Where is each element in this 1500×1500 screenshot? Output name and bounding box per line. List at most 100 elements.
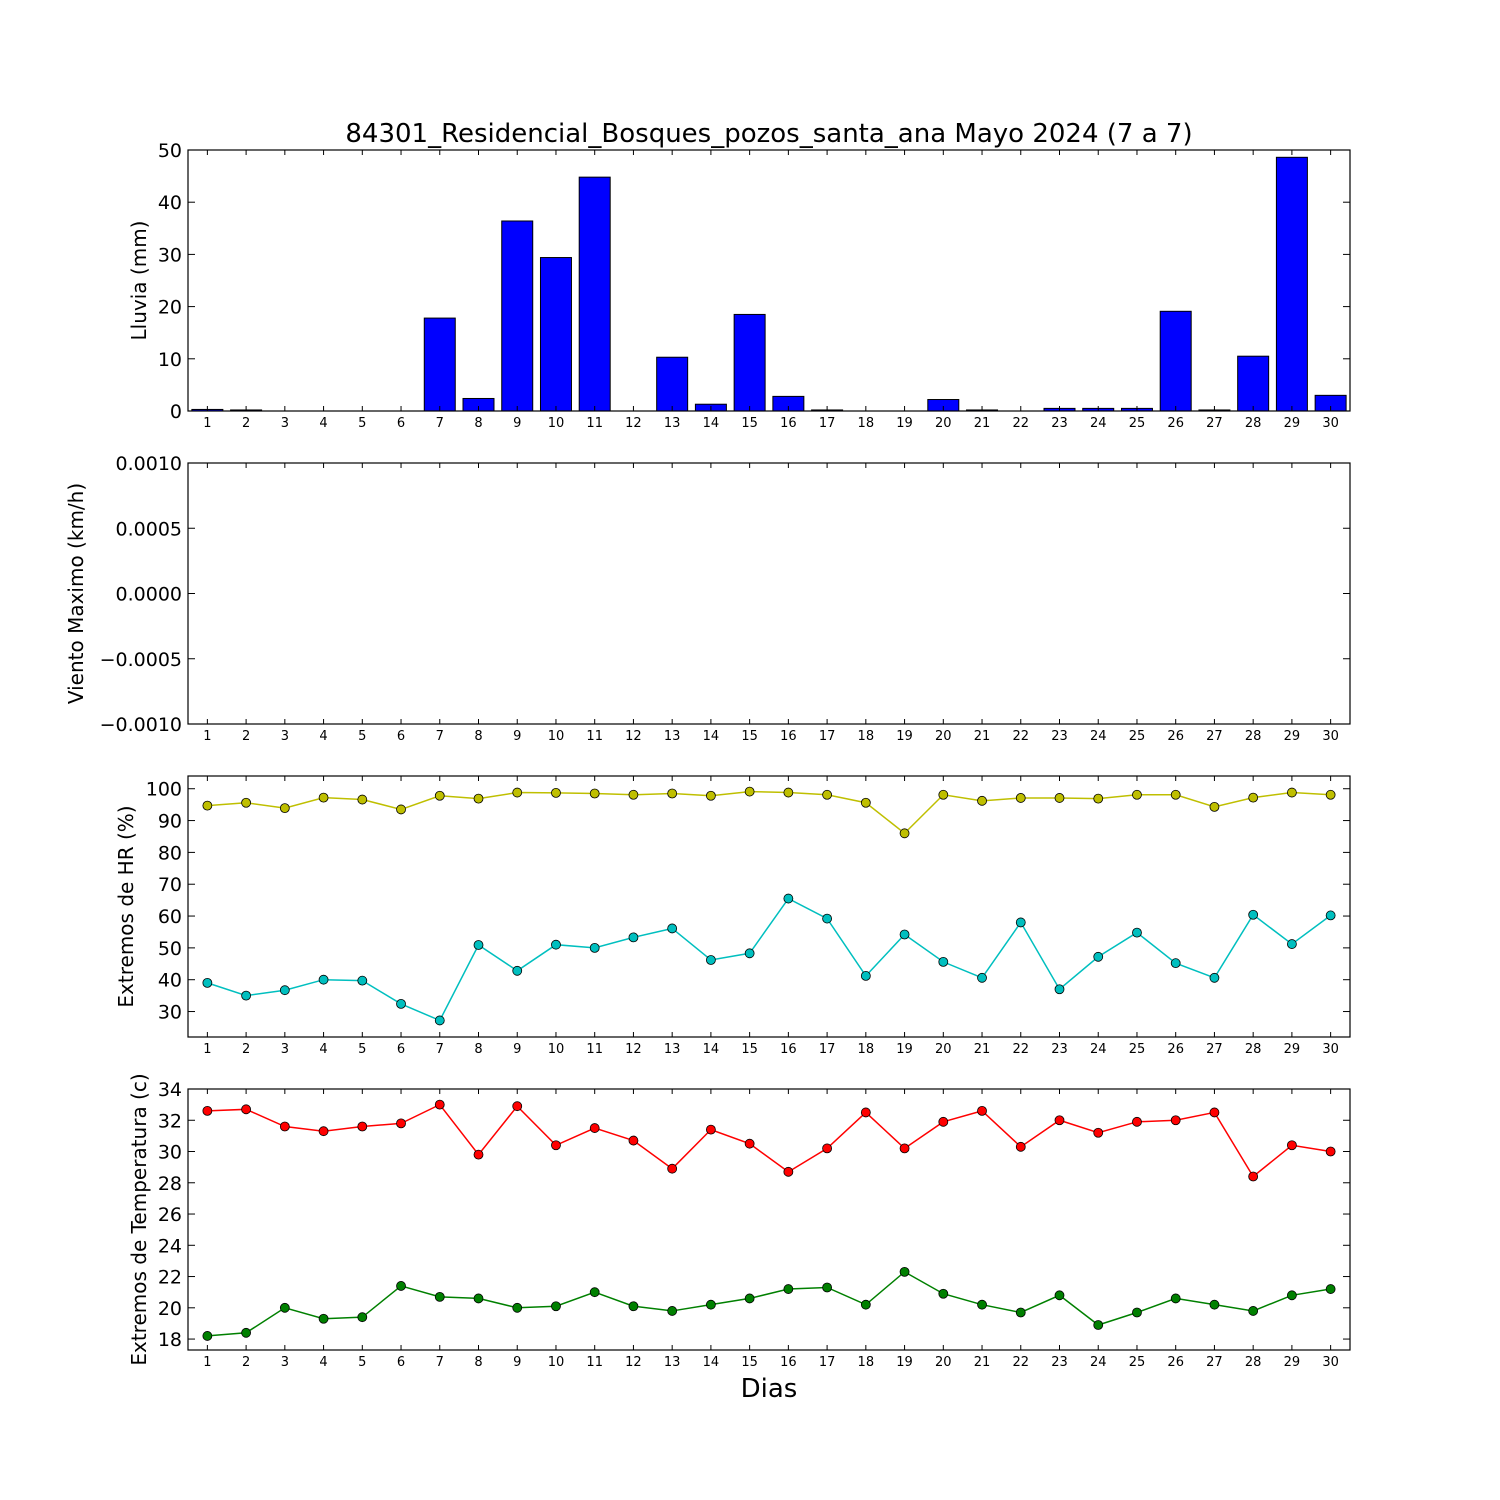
point-series-1-day-12 [628, 1301, 639, 1312]
point-series-0-day-10 [551, 787, 561, 798]
point-series-1-day-20 [938, 956, 949, 967]
point-series-1-day-3 [279, 985, 290, 996]
y-tick-label: 80 [158, 842, 182, 864]
point-series-1-day-30 [1325, 1284, 1336, 1294]
series-line-0 [207, 1103, 1331, 1178]
x-tick-label: 25 [1129, 416, 1146, 431]
bar-day-13 [656, 356, 689, 412]
point-series-1-day-28 [1248, 909, 1259, 920]
y-tick-label: −0.0010 [100, 714, 182, 736]
x-tick-label: 27 [1206, 1355, 1223, 1370]
point-series-0-day-14 [706, 1124, 716, 1135]
point-series-0-day-11 [589, 788, 600, 799]
y-tick-label: 34 [158, 1079, 182, 1101]
point-series-0-day-29 [1287, 787, 1297, 798]
x-tick-label: 11 [586, 729, 603, 744]
series-line-0 [207, 790, 1331, 835]
point-series-0-day-29 [1287, 1140, 1297, 1151]
x-tick-label: 7 [436, 729, 444, 744]
point-series-0-day-16 [783, 787, 794, 798]
y-tick-label: 100 [146, 779, 182, 801]
x-tick-label: 16 [780, 1042, 797, 1057]
x-tick-label: 9 [513, 729, 521, 744]
x-tick-label: 10 [548, 729, 565, 744]
bar-day-9 [501, 220, 534, 412]
x-tick-label: 19 [896, 1042, 913, 1057]
chart-title: 84301_Residencial_Bosques_pozos_santa_an… [345, 119, 1192, 149]
series-line-1 [207, 1270, 1331, 1337]
x-tick-label: 2 [242, 1042, 250, 1057]
point-series-0-day-7 [434, 790, 445, 801]
point-series-1-day-28 [1248, 1306, 1259, 1316]
x-tick-label: 13 [664, 1042, 681, 1057]
panel-temperatura: 1 2 3 4 5 6 7 8 9 10 11 12 13 14 15 16 17 18 19 20 21 22 23 24 2… [127, 1073, 1351, 1370]
point-series-0-day-25 [1132, 789, 1142, 800]
x-tick-label: 19 [896, 729, 913, 744]
point-series-0-day-22 [1015, 1141, 1026, 1152]
y-tick-label: 70 [158, 874, 182, 896]
point-series-0-day-23 [1054, 1115, 1065, 1126]
x-tick-label: 22 [1012, 1355, 1029, 1370]
x-tick-label: 21 [974, 729, 991, 744]
x-tick-label: 14 [703, 1042, 720, 1057]
point-series-1-day-21 [977, 972, 987, 983]
x-tick-label: 26 [1167, 1355, 1184, 1370]
y-tick-label: 20 [158, 1298, 182, 1320]
x-tick-label: 17 [819, 416, 836, 431]
point-series-0-day-9 [512, 1101, 523, 1112]
x-tick-label: 5 [358, 729, 366, 744]
y-tick-label: 18 [158, 1329, 182, 1351]
point-series-0-day-8 [473, 1149, 484, 1160]
point-series-0-day-4 [318, 792, 329, 803]
x-tick-label: 1 [203, 1042, 211, 1057]
point-series-1-day-24 [1093, 951, 1104, 962]
x-tick-label: 11 [586, 1042, 603, 1057]
point-series-0-day-26 [1170, 789, 1181, 800]
point-series-1-day-19 [899, 929, 910, 940]
y-tick-label: 90 [158, 811, 182, 833]
point-series-0-day-16 [783, 1166, 794, 1177]
point-series-1-day-9 [512, 1302, 523, 1313]
x-tick-label: 26 [1167, 1042, 1184, 1057]
x-tick-label: 28 [1245, 1355, 1262, 1370]
x-tick-label: 10 [548, 1355, 565, 1370]
point-series-1-day-24 [1093, 1320, 1104, 1330]
x-tick-label: 8 [474, 729, 482, 744]
bar-day-7 [423, 317, 456, 412]
point-series-1-day-29 [1287, 939, 1297, 949]
x-tick-label: 24 [1090, 729, 1107, 744]
point-series-1-day-10 [551, 1301, 561, 1312]
y-axis-label: Extremos de HR (%) [114, 805, 138, 1007]
x-tick-label: 23 [1051, 1042, 1068, 1057]
x-tick-label: 17 [819, 1042, 836, 1057]
point-series-0-day-3 [279, 803, 290, 814]
x-tick-label: 6 [397, 1355, 405, 1370]
x-tick-label: 4 [319, 1355, 327, 1370]
y-tick-label: 40 [158, 970, 182, 992]
point-series-1-day-17 [822, 913, 832, 924]
point-series-0-day-10 [551, 1140, 561, 1151]
x-tick-label: 25 [1129, 729, 1146, 744]
x-tick-label: 9 [513, 1355, 521, 1370]
point-series-1-day-7 [434, 1291, 445, 1302]
x-tick-label: 10 [548, 416, 565, 431]
x-tick-label: 12 [625, 1042, 642, 1057]
x-tick-label: 13 [664, 1355, 681, 1370]
point-series-0-day-21 [977, 1105, 987, 1116]
y-tick-label: 32 [158, 1110, 182, 1132]
x-tick-label: 9 [513, 416, 521, 431]
point-series-1-day-2 [241, 1327, 252, 1338]
x-tick-label: 12 [625, 1355, 642, 1370]
panel-humedad: 1 2 3 4 5 6 7 8 9 10 11 12 13 14 15 16 17 18 19 20 21 22 23 24 2… [114, 775, 1351, 1057]
x-tick-label: 7 [436, 416, 444, 431]
x-tick-label: 3 [281, 416, 289, 431]
point-series-0-day-30 [1325, 789, 1336, 800]
y-tick-label: 0 [170, 401, 182, 423]
x-tick-label: 5 [358, 416, 366, 431]
point-series-1-day-16 [783, 893, 794, 904]
point-series-0-day-18 [860, 797, 871, 808]
x-tick-label: 22 [1012, 416, 1029, 431]
point-series-1-day-5 [357, 1312, 368, 1323]
x-tick-label: 30 [1322, 416, 1339, 431]
point-series-1-day-23 [1054, 1290, 1065, 1301]
